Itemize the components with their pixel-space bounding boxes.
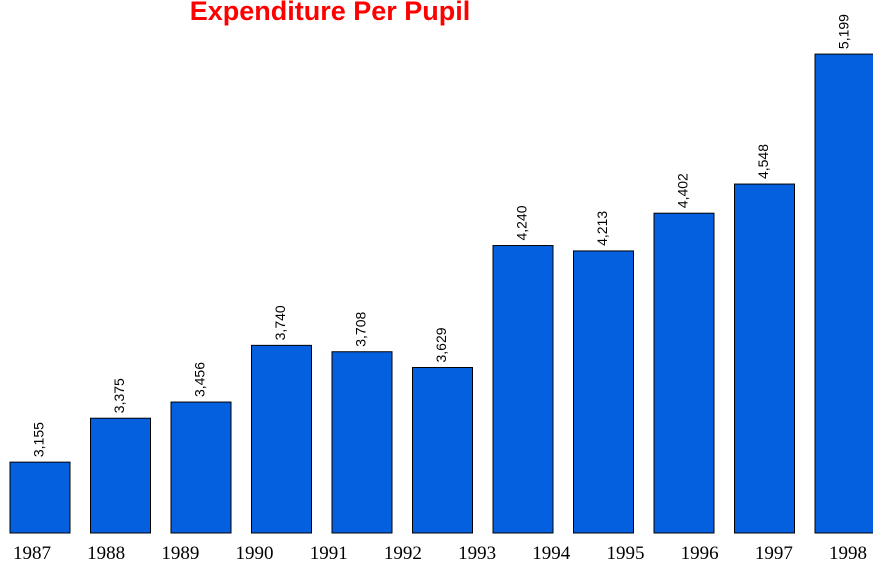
x-tick-label: 1987 — [13, 543, 51, 564]
value-label: 3,375 — [111, 378, 127, 413]
bar — [492, 245, 554, 534]
x-tick-label: 1993 — [458, 543, 496, 564]
chart-title: Expenditure Per Pupil — [190, 0, 471, 26]
value-label: 3,629 — [433, 327, 449, 362]
bar — [814, 53, 873, 534]
bar — [573, 250, 634, 534]
bar — [412, 367, 473, 534]
x-tick-label: 1988 — [87, 543, 125, 564]
x-tick-label: 1992 — [384, 543, 422, 564]
value-label: 3,456 — [192, 362, 208, 397]
x-tick-label: 1997 — [755, 543, 793, 564]
x-tick-label: 1990 — [236, 543, 274, 564]
bar — [251, 344, 312, 534]
value-label: 3,708 — [353, 311, 369, 346]
bar — [170, 401, 232, 534]
bar — [9, 461, 71, 534]
value-label: 4,402 — [675, 173, 691, 208]
bar — [90, 417, 151, 534]
value-label: 4,213 — [594, 211, 610, 246]
value-label: 3,740 — [272, 305, 288, 340]
x-tick-label: 1994 — [532, 543, 571, 564]
bar — [653, 212, 715, 534]
bar — [331, 351, 393, 534]
value-label: 4,548 — [755, 144, 771, 179]
x-tick-label: 1996 — [681, 543, 719, 564]
value-label: 3,155 — [31, 422, 47, 457]
x-tick-label: 1998 — [829, 543, 867, 564]
x-tick-label: 1995 — [606, 543, 644, 564]
x-tick-label: 1989 — [161, 543, 199, 564]
value-label: 4,240 — [514, 205, 530, 240]
bar — [734, 183, 795, 534]
x-tick-label: 1991 — [310, 543, 348, 564]
value-label: 5,199 — [836, 14, 852, 49]
